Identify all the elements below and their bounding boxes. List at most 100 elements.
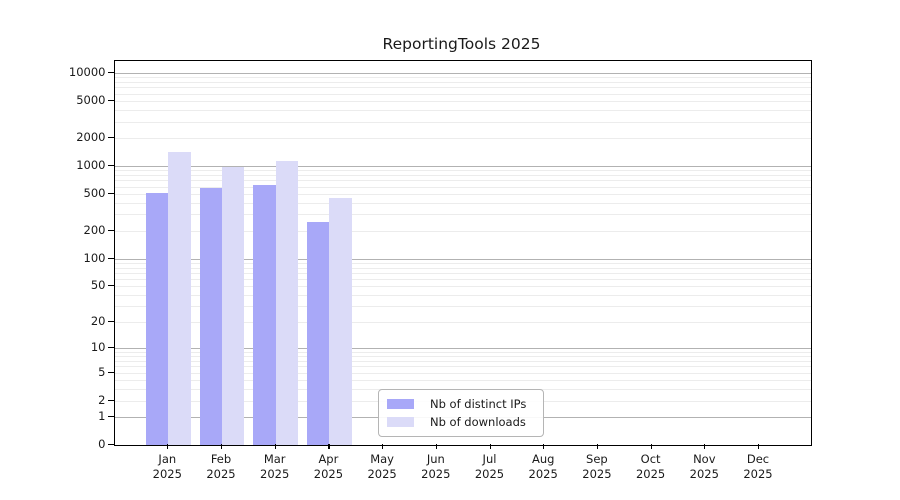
y-tick-mark-100: [107, 257, 114, 259]
y-tick-label-5: 5: [98, 364, 106, 379]
bar-downloads-apr: [329, 197, 352, 445]
chart-title: ReportingTools 2025: [382, 35, 541, 53]
x-tick-label-sep: Sep 2025: [582, 452, 612, 481]
minor-gridline-30: [114, 306, 811, 308]
minor-gridline-90: [114, 262, 811, 264]
y-tick-label-10: 10: [90, 340, 106, 355]
minor-gridline-5: [114, 372, 811, 374]
y-tick-label-5000: 5000: [76, 92, 106, 107]
y-tick-mark-500: [107, 192, 114, 195]
major-gridline-10: [114, 348, 811, 350]
x-tick-mark-11: [758, 444, 760, 449]
x-tick-mark-4: [382, 444, 384, 449]
minor-gridline-400: [114, 202, 811, 204]
x-tick-label-apr: Apr 2025: [313, 452, 344, 481]
minor-gridline-60: [114, 278, 811, 280]
minor-gridline-40: [114, 295, 811, 296]
y-tick-mark-20: [107, 321, 114, 323]
minor-gridline-5000: [114, 100, 811, 102]
legend-swatch-downloads: [387, 417, 414, 427]
y-tick-mark-0: [107, 444, 114, 446]
minor-gridline-6: [114, 366, 811, 368]
y-tick-mark-5: [107, 371, 114, 373]
legend-label-distinct-ips: Nb of distinct IPs: [430, 396, 527, 411]
y-tick-label-2000: 2000: [76, 129, 106, 144]
x-tick-mark-0: [167, 444, 169, 449]
bar-distinct-ips-jan: [145, 192, 169, 445]
minor-gridline-20: [114, 322, 811, 324]
x-tick-label-aug: Aug 2025: [528, 452, 558, 481]
x-tick-mark-1: [221, 444, 223, 449]
major-gridline-1000: [114, 165, 811, 167]
x-tick-label-jan: Jan 2025: [152, 452, 182, 481]
minor-gridline-4000: [114, 109, 811, 111]
minor-gridline-8: [114, 356, 811, 358]
x-tick-label-feb: Feb 2025: [206, 452, 236, 481]
y-tick-mark-10000: [107, 71, 114, 74]
y-tick-label-50: 50: [90, 278, 106, 293]
minor-gridline-700: [114, 180, 811, 182]
y-tick-label-10000: 10000: [68, 64, 106, 79]
minor-gridline-4: [114, 379, 811, 381]
minor-gridline-900: [114, 170, 811, 172]
bar-downloads-jan: [168, 151, 191, 445]
x-tick-label-oct: Oct 2025: [635, 452, 666, 481]
x-tick-mark-3: [328, 444, 330, 449]
x-tick-mark-7: [543, 444, 545, 449]
x-tick-mark-9: [650, 444, 652, 449]
minor-gridline-8000: [114, 82, 811, 83]
minor-gridline-3000: [114, 121, 811, 123]
major-gridline-10000: [114, 72, 811, 74]
legend-swatch-distinct-ips: [387, 399, 414, 409]
minor-gridline-500: [114, 193, 811, 195]
x-tick-mark-2: [274, 444, 276, 449]
y-tick-label-1000: 1000: [76, 157, 106, 172]
x-tick-mark-10: [704, 444, 706, 449]
minor-gridline-50: [114, 286, 811, 288]
minor-gridline-2000: [114, 137, 811, 139]
minor-gridline-7: [114, 361, 811, 362]
bar-downloads-mar: [275, 161, 299, 445]
legend-entry-downloads: Nb of downloads: [387, 414, 535, 429]
bar-distinct-ips-feb: [199, 187, 222, 445]
bar-distinct-ips-mar: [253, 185, 276, 445]
y-tick-label-100: 100: [83, 250, 106, 265]
y-tick-label-20: 20: [90, 314, 106, 329]
x-tick-mark-5: [435, 444, 437, 449]
y-tick-label-500: 500: [83, 185, 106, 200]
minor-gridline-9: [114, 352, 811, 353]
legend-label-downloads: Nb of downloads: [430, 414, 526, 429]
y-tick-mark-10: [107, 347, 114, 349]
y-tick-mark-1: [107, 416, 114, 418]
y-tick-label-1: 1: [98, 409, 106, 423]
minor-gridline-6000: [114, 93, 811, 95]
y-tick-label-200: 200: [83, 222, 106, 237]
major-gridline-100: [114, 258, 811, 260]
y-tick-mark-1000: [107, 164, 114, 167]
legend: Nb of distinct IPs Nb of downloads: [378, 389, 544, 437]
bar-distinct-ips-apr: [307, 221, 330, 445]
legend-entry-distinct-ips: Nb of distinct IPs: [387, 396, 535, 411]
x-tick-label-may: May 2025: [367, 452, 397, 481]
y-tick-label-0: 0: [98, 437, 106, 451]
y-tick-mark-2: [107, 399, 114, 401]
x-tick-label-jul: Jul 2025: [474, 452, 505, 481]
minor-gridline-80: [114, 267, 811, 269]
y-tick-mark-5000: [107, 99, 114, 102]
minor-gridline-300: [114, 214, 811, 216]
minor-gridline-70: [114, 272, 811, 274]
y-tick-label-2: 2: [98, 392, 106, 407]
x-tick-label-mar: Mar 2025: [260, 452, 290, 481]
minor-gridline-600: [114, 186, 811, 188]
x-tick-mark-6: [489, 444, 491, 449]
minor-gridline-800: [114, 174, 811, 176]
x-tick-label-jun: Jun 2025: [421, 452, 451, 481]
minor-gridline-7000: [114, 87, 811, 89]
bar-downloads-feb: [222, 166, 245, 445]
y-tick-mark-50: [107, 285, 114, 287]
x-tick-label-dec: Dec 2025: [743, 452, 773, 481]
x-tick-mark-8: [596, 444, 599, 449]
x-tick-label-nov: Nov 2025: [689, 452, 719, 481]
y-tick-mark-2000: [107, 136, 114, 139]
